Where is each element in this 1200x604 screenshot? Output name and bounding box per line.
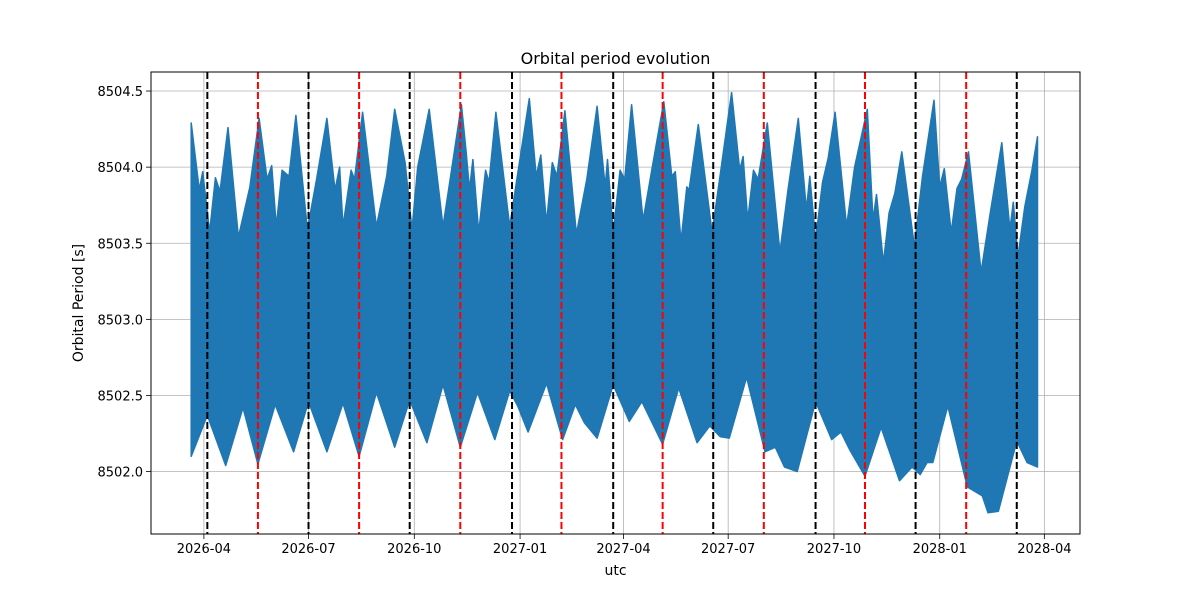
chart-title: Orbital period evolution xyxy=(521,49,711,68)
x-tick-label: 2027-10 xyxy=(807,542,861,557)
x-tick-label: 2028-04 xyxy=(1017,542,1071,557)
x-tick-label: 2027-04 xyxy=(596,542,650,557)
x-axis-label: utc xyxy=(604,563,626,579)
plot-frame xyxy=(150,71,1081,535)
series xyxy=(190,91,1039,514)
ticks: 2026-04 2026-07 2026-10 2027-01 2027-04 2027-… xyxy=(98,85,1072,557)
orbital-period-band xyxy=(190,91,1039,514)
vertical-lines xyxy=(206,72,1018,534)
y-tick-label: 8503.5 xyxy=(98,237,144,252)
x-tick-label: 2027-01 xyxy=(493,542,547,557)
y-tick-label: 8504.5 xyxy=(98,85,144,100)
x-tick-label: 2026-07 xyxy=(281,542,335,557)
y-tick-label: 8503.0 xyxy=(98,313,144,328)
x-tick-label: 2028-01 xyxy=(913,542,967,557)
x-tick-label: 2026-10 xyxy=(387,542,441,557)
x-tick-label: 2026-04 xyxy=(177,542,231,557)
y-axis-label: Orbital Period [s] xyxy=(71,244,87,362)
x-tick-label: 2027-07 xyxy=(701,542,755,557)
y-tick-label: 8502.5 xyxy=(98,389,144,404)
y-tick-label: 8504.0 xyxy=(98,161,144,176)
y-tick-label: 8502.0 xyxy=(98,466,144,481)
